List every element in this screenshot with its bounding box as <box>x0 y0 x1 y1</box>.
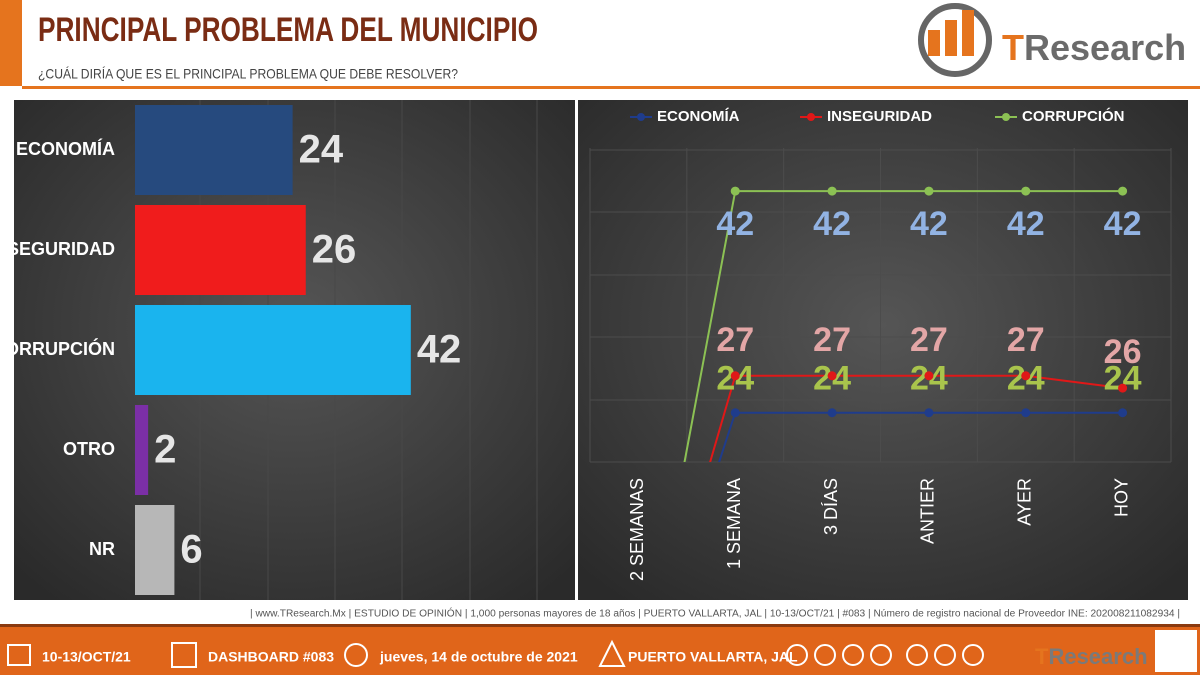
bar <box>135 105 293 195</box>
logo-bar <box>928 30 940 56</box>
footer-item: jueves, 14 de octubre de 2021 <box>379 649 578 665</box>
x-tick-label: AYER <box>1015 478 1035 526</box>
data-label: 6 <box>180 528 202 572</box>
data-label: 24 <box>299 128 344 172</box>
icon <box>171 642 197 668</box>
icon <box>906 644 928 666</box>
header-rule <box>22 86 1200 89</box>
point <box>924 371 934 381</box>
footer-item: DASHBOARD #083 <box>208 649 334 665</box>
icon <box>786 644 808 666</box>
series-line <box>718 411 1123 462</box>
footer-rule <box>0 624 1200 627</box>
data-label: 42 <box>910 205 948 243</box>
data-label: 26 <box>312 228 357 272</box>
point <box>924 408 934 418</box>
point <box>827 371 837 381</box>
footer-item: 10-13/OCT/21 <box>42 649 131 665</box>
legend-label: CORRUPCIÓN <box>1022 107 1125 125</box>
y-tick-label: CORRUPCIÓN <box>0 338 115 359</box>
x-tick-label: 3 DÍAS <box>821 478 841 535</box>
point <box>1021 408 1031 418</box>
bar <box>135 205 306 295</box>
icon <box>814 644 836 666</box>
logo-initial: T <box>1035 644 1049 669</box>
point <box>730 186 740 196</box>
x-tick-label: 1 SEMANA <box>724 478 744 569</box>
point <box>730 371 740 381</box>
series-line <box>709 374 1123 462</box>
logo-rest: Research <box>1048 644 1147 669</box>
bar <box>135 505 175 595</box>
data-label: 42 <box>1007 205 1045 243</box>
footer-icons <box>7 639 984 668</box>
logo-rest: Research <box>1024 27 1186 68</box>
logo-bar <box>945 20 957 56</box>
data-label: 26 <box>1104 333 1142 371</box>
y-tick-label: NR <box>89 539 115 559</box>
x-tick-label: ANTIER <box>918 478 938 544</box>
point <box>1118 383 1128 393</box>
point <box>924 186 934 196</box>
point <box>730 408 740 418</box>
x-tick-label: 2 SEMANAS <box>627 478 647 581</box>
bar <box>135 405 149 495</box>
series-line <box>683 190 1123 462</box>
page-title: PRINCIPAL PROBLEMA DEL MUNICIPIO <box>38 11 538 49</box>
logo: TResearch <box>918 3 1186 77</box>
data-label: 42 <box>417 328 462 372</box>
icon <box>7 644 31 666</box>
icon <box>842 644 864 666</box>
accent-strip <box>0 0 22 86</box>
footer-item: PUERTO VALLARTA, JAL <box>628 649 798 665</box>
data-label: 27 <box>716 321 754 359</box>
point <box>1118 408 1128 418</box>
data-label: 42 <box>813 205 851 243</box>
icon <box>344 643 368 667</box>
legend-marker <box>1002 113 1010 121</box>
icon <box>962 644 984 666</box>
point <box>1021 186 1031 196</box>
footer-note: | www.TResearch.Mx | ESTUDIO DE OPINIÓN … <box>250 607 1180 620</box>
footer-logo: TResearch <box>1035 644 1148 669</box>
point <box>1021 371 1031 381</box>
data-label: 27 <box>813 321 851 359</box>
icon <box>934 644 956 666</box>
y-tick-label: ECONOMÍA <box>16 138 115 159</box>
icon <box>598 639 626 667</box>
logo-text: TResearch <box>1002 27 1186 68</box>
line-panel <box>578 100 1188 600</box>
point <box>827 186 837 196</box>
data-label: 27 <box>910 321 948 359</box>
qr-code <box>1155 630 1197 672</box>
page-subtitle: ¿CUÁL DIRÍA QUE ES EL PRINCIPAL PROBLEMA… <box>38 66 458 82</box>
legend-marker <box>637 113 645 121</box>
y-tick-label: INSEGURIDAD <box>0 239 115 259</box>
logo-ring <box>918 3 992 77</box>
legend-label: INSEGURIDAD <box>827 108 932 125</box>
point <box>1118 186 1128 196</box>
data-label: 27 <box>1007 321 1045 359</box>
data-label: 42 <box>716 205 754 243</box>
y-tick-label: OTRO <box>63 439 115 459</box>
data-label: 42 <box>1104 205 1142 243</box>
logo-initial: T <box>1002 27 1024 68</box>
logo-bar <box>962 10 974 56</box>
bar <box>135 305 411 395</box>
legend-marker <box>807 113 815 121</box>
legend-label: ECONOMÍA <box>657 108 740 125</box>
plot-area <box>683 190 1123 462</box>
x-tick-label: HOY <box>1111 478 1131 517</box>
data-label: 2 <box>154 428 176 472</box>
icon <box>870 644 892 666</box>
point <box>827 408 837 418</box>
